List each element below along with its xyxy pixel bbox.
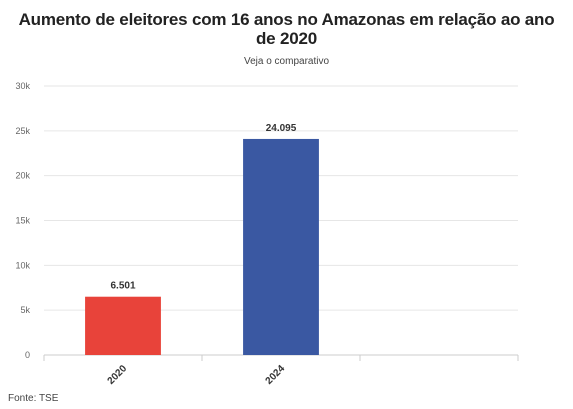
x-axis: 2020 2024: [43, 355, 519, 387]
bar-2024: [243, 138, 319, 355]
y-tick-label: 15k: [15, 216, 30, 226]
chart-subtitle: Veja o comparativo: [243, 56, 330, 67]
y-tick-label: 20k: [15, 171, 30, 181]
chart-title: Aumento de eleitores com 16 anos no Amaz…: [18, 10, 555, 48]
data-label-2024: 24.095: [266, 123, 297, 134]
data-label-2020: 6.501: [110, 281, 135, 292]
y-tick-label: 5k: [20, 305, 30, 315]
bars: [85, 138, 319, 355]
data-labels: 6.501 24.095: [110, 123, 296, 292]
y-tick-label: 30k: [15, 81, 30, 91]
x-tick-label-2020: 2020: [106, 363, 130, 387]
y-axis-ticks: 0 5k 10k 15k 20k 25k 30k: [15, 81, 30, 360]
y-tick-label: 10k: [15, 260, 30, 270]
bar-2020: [85, 296, 161, 355]
x-tick-label-2024: 2024: [264, 363, 288, 387]
y-tick-label: 0: [25, 350, 30, 360]
y-tick-label: 25k: [15, 126, 30, 136]
source-note: Fonte: TSE: [8, 393, 59, 404]
